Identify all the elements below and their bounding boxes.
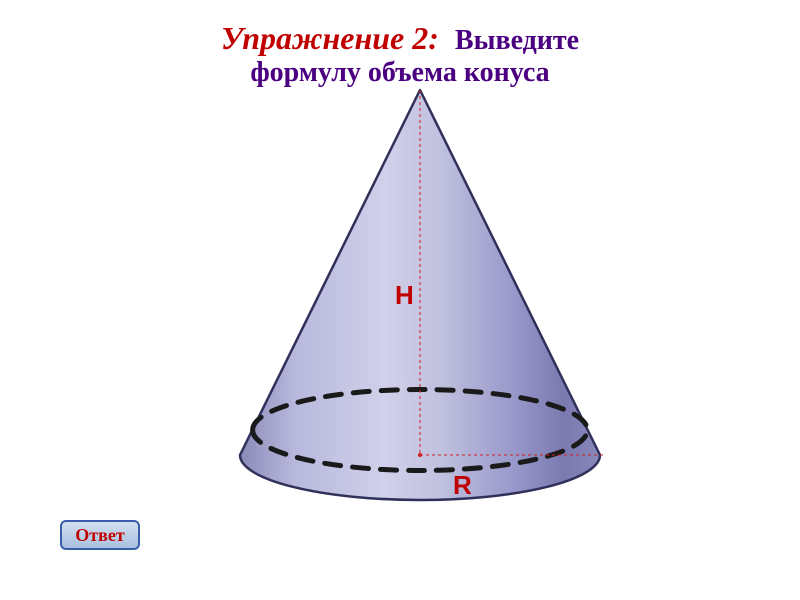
answer-button[interactable]: Ответ: [60, 520, 140, 550]
height-label: H: [395, 280, 414, 311]
answer-button-label: Ответ: [75, 525, 124, 545]
radius-label: R: [453, 470, 472, 501]
